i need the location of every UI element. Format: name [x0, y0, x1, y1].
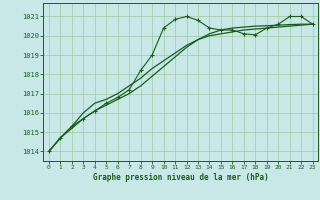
X-axis label: Graphe pression niveau de la mer (hPa): Graphe pression niveau de la mer (hPa)	[93, 173, 269, 182]
